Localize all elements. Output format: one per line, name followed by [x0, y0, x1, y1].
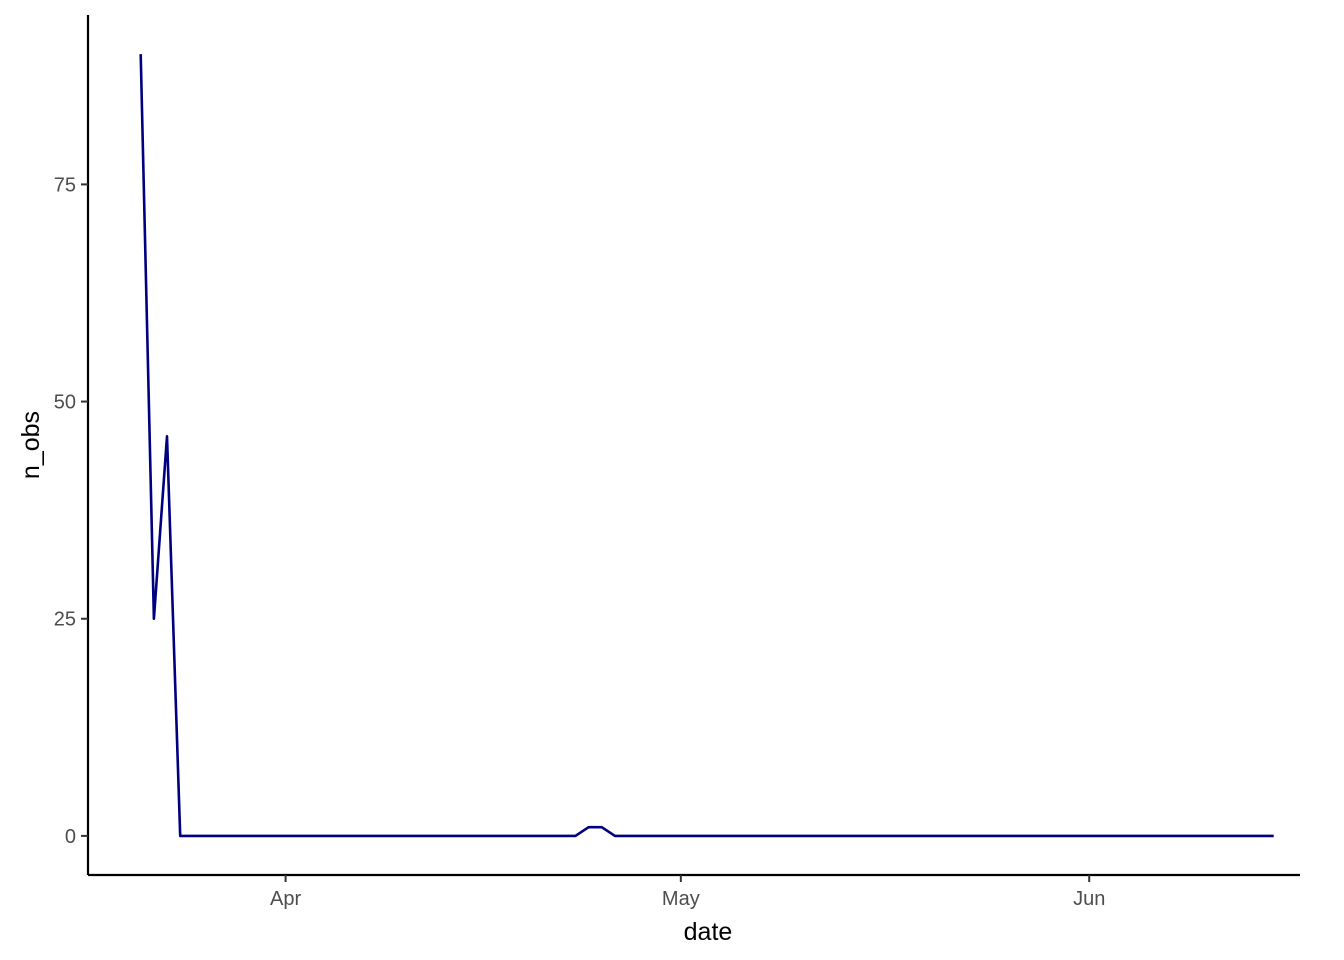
x-ticks: Apr May Jun	[270, 875, 1105, 910]
y-ticks: 0 25 50 75	[54, 174, 88, 848]
x-tick-label: Jun	[1073, 888, 1105, 910]
y-tick-label: 25	[54, 609, 76, 631]
x-tick-label: May	[662, 888, 700, 910]
y-axis-title: n_obs	[17, 411, 45, 479]
plot-area	[139, 54, 1274, 838]
y-tick-label: 50	[54, 392, 76, 414]
x-tick-label: Apr	[270, 888, 301, 910]
y-tick-label: 0	[65, 826, 76, 848]
series-line	[139, 54, 1274, 838]
x-axis-title: date	[684, 918, 733, 946]
y-tick-label: 75	[54, 174, 76, 196]
